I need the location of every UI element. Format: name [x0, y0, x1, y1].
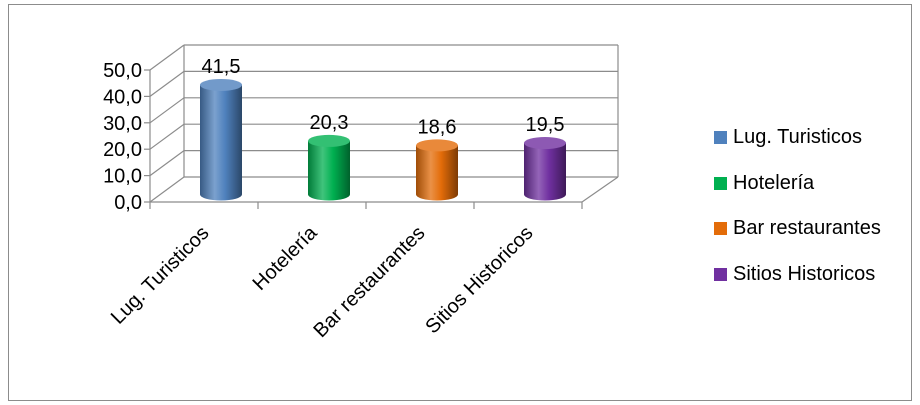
side-gridline — [149, 97, 185, 124]
legend-swatch — [714, 222, 727, 235]
floor-right-edge — [581, 176, 619, 203]
x-category-label: Hotelería — [249, 221, 323, 295]
y-tick-label: 40,0 — [103, 86, 142, 108]
y-tick-label: 50,0 — [103, 60, 142, 82]
x-category-label: Bar restaurantes — [309, 222, 429, 342]
legend-swatch — [714, 267, 727, 281]
bar-cylinder — [308, 140, 350, 201]
side-gridline — [149, 44, 185, 71]
legend: Lug. Turisticos Hotelería Bar restaurant… — [714, 126, 881, 308]
legend-swatch — [714, 131, 727, 144]
legend-item-lug-turisticos: Lug. Turisticos — [714, 126, 881, 149]
data-label: 19,5 — [526, 114, 565, 136]
data-label: 18,6 — [418, 116, 457, 138]
legend-swatch — [714, 176, 727, 190]
bar-cylinder-top — [308, 134, 350, 147]
bar-cylinder — [416, 145, 458, 201]
legend-label: Hotelería — [733, 171, 815, 194]
bar-cylinder-top — [200, 78, 242, 91]
legend-item-sitios-historicos: Sitios Historicos — [714, 263, 881, 286]
side-gridline — [149, 70, 185, 97]
y-tick-label: 20,0 — [103, 139, 142, 161]
side-gridline — [149, 176, 185, 203]
bar-cylinder — [524, 143, 566, 201]
side-gridline — [149, 150, 185, 177]
side-gridline — [149, 123, 185, 150]
legend-label: Bar restaurantes — [733, 217, 881, 239]
y-tick-label: 0,0 — [114, 192, 142, 214]
legend-item-hoteleria: Hotelería — [714, 172, 881, 195]
x-category-label: Sitios Historicos — [421, 222, 537, 338]
legend-item-bar-restaurantes: Bar restaurantes — [714, 217, 881, 240]
bar-cylinder-top — [524, 137, 566, 150]
y-tick-label: 10,0 — [103, 166, 142, 188]
x-category-label: Lug. Turisticos — [107, 222, 214, 329]
bar-cylinder — [200, 84, 242, 201]
legend-label: Lug. Turisticos — [733, 126, 862, 148]
y-tick-label: 30,0 — [103, 113, 142, 135]
data-label: 41,5 — [202, 56, 241, 78]
bar-cylinder-top — [416, 139, 458, 152]
legend-label: Sitios Historicos — [733, 262, 876, 285]
data-label: 20,3 — [310, 112, 349, 134]
